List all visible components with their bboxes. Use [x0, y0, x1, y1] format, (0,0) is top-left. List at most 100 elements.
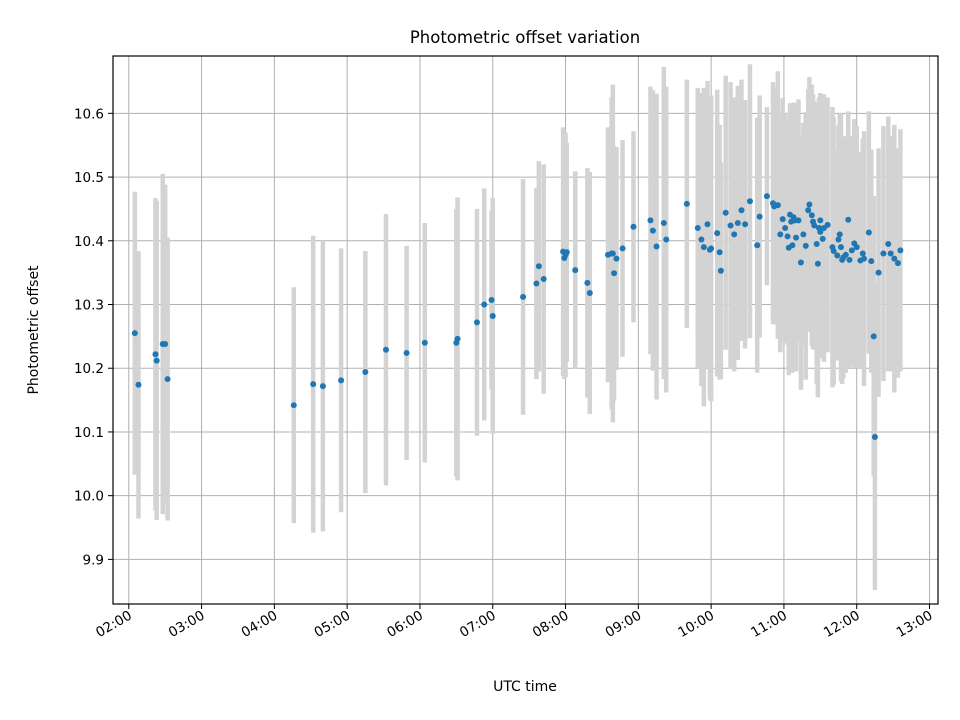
data-point [572, 267, 579, 274]
data-point [837, 244, 844, 251]
data-point [609, 250, 616, 257]
data-point [698, 236, 705, 243]
data-point [382, 346, 389, 353]
data-point [887, 250, 894, 257]
data-point [310, 381, 317, 388]
data-point [746, 198, 753, 205]
data-point [660, 219, 667, 226]
data-point [835, 236, 842, 243]
data-point [630, 223, 637, 230]
data-point [738, 207, 745, 214]
data-point [586, 290, 593, 297]
data-point [162, 341, 169, 348]
data-point [756, 213, 763, 220]
data-point [763, 193, 770, 200]
y-tick-label: 10.4 [74, 234, 104, 250]
y-tick-label: 10.1 [74, 425, 104, 441]
data-point [817, 217, 824, 224]
data-point [870, 333, 877, 340]
data-point [836, 231, 843, 238]
data-point [853, 244, 860, 251]
data-point [722, 209, 729, 216]
data-point [694, 225, 701, 232]
data-point [842, 251, 849, 258]
data-point [777, 231, 784, 238]
y-tick-label: 10.2 [74, 361, 104, 377]
data-point [774, 202, 781, 209]
data-point [731, 231, 738, 238]
data-point [789, 242, 796, 249]
data-point [871, 434, 878, 441]
data-point [793, 234, 800, 241]
data-point [865, 229, 872, 236]
data-point [824, 221, 831, 228]
data-point [797, 259, 804, 266]
data-point [802, 242, 809, 249]
data-point [153, 357, 160, 364]
data-point [817, 228, 824, 235]
data-point [880, 250, 887, 257]
data-point [779, 216, 786, 223]
data-point [613, 255, 620, 262]
data-point [700, 244, 707, 251]
data-point [734, 219, 741, 226]
data-point [535, 263, 542, 270]
y-tick-label: 10.0 [74, 489, 104, 505]
data-point [135, 381, 142, 388]
data-point [647, 217, 654, 224]
data-point [481, 301, 488, 308]
data-point [489, 312, 496, 319]
data-point [782, 225, 789, 232]
data-point [473, 319, 480, 326]
data-point [727, 222, 734, 229]
data-point [717, 267, 724, 274]
y-tick-label: 10.6 [74, 106, 104, 122]
data-point [811, 222, 818, 229]
data-point [819, 235, 826, 242]
data-point [164, 376, 171, 383]
data-point [488, 297, 495, 304]
data-point [868, 258, 875, 265]
data-point [754, 242, 761, 249]
data-point [649, 227, 656, 234]
data-point [540, 276, 547, 283]
data-point [894, 260, 901, 267]
data-point [830, 247, 837, 254]
data-point [742, 221, 749, 228]
data-point [885, 240, 892, 247]
data-point [813, 240, 820, 247]
chart-title: Photometric offset variation [410, 28, 640, 47]
data-point [808, 212, 815, 219]
data-point [846, 256, 853, 263]
data-point [708, 245, 715, 252]
data-point [563, 249, 570, 256]
data-point [860, 255, 867, 262]
data-point [716, 249, 723, 256]
data-point [533, 280, 540, 287]
y-tick-label: 10.3 [74, 298, 104, 314]
data-point [619, 245, 626, 252]
data-point [805, 207, 812, 214]
data-point [891, 255, 898, 262]
data-point [131, 330, 138, 337]
data-point [520, 293, 527, 300]
data-point [795, 217, 802, 224]
data-point [806, 201, 813, 208]
data-point [584, 279, 591, 286]
data-point [875, 269, 882, 276]
data-point [338, 377, 345, 384]
data-point [421, 339, 428, 346]
data-point [611, 270, 618, 277]
data-point [152, 351, 159, 358]
data-points [131, 193, 904, 441]
data-point [834, 252, 841, 259]
data-point [319, 383, 326, 390]
data-point [814, 260, 821, 267]
data-point [800, 231, 807, 238]
data-point [859, 250, 866, 257]
data-point [663, 236, 670, 243]
data-point [848, 247, 855, 254]
data-point [897, 247, 904, 254]
data-point [714, 230, 721, 237]
